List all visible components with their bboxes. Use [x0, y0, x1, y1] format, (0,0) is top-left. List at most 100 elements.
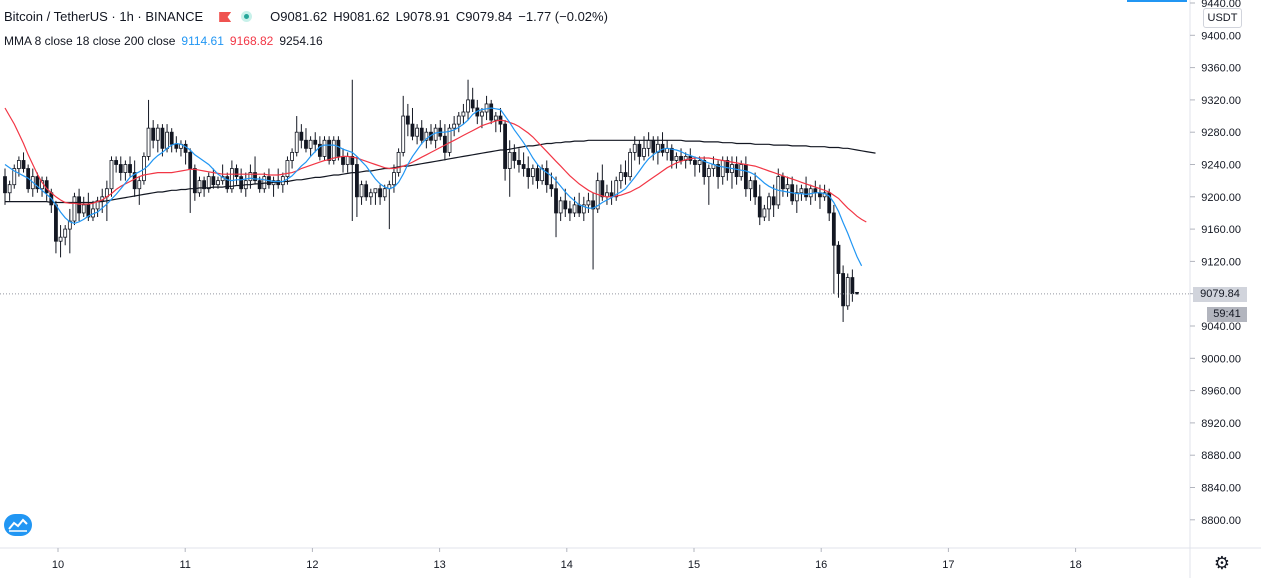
candle-up — [614, 180, 619, 198]
candle-up — [456, 115, 461, 125]
time-tick-label: 15 — [688, 559, 700, 571]
symbol-legend: Bitcoin / TetherUS · 1h · BINANCE O9081.6… — [4, 9, 614, 24]
candle-down — [253, 172, 257, 182]
candle-down — [841, 273, 846, 307]
candle-down — [419, 127, 424, 141]
candle-down — [660, 143, 665, 153]
candle-down — [716, 164, 720, 178]
candle-down — [702, 160, 707, 178]
candle-down — [188, 151, 193, 169]
indicator-legend: MMA 8 close 18 close 200 close 9114.61 916… — [4, 34, 323, 48]
candle-up — [322, 139, 327, 157]
candle-down — [651, 139, 656, 153]
candle-up — [572, 204, 577, 214]
candle-up — [206, 176, 211, 190]
candle-down — [554, 188, 558, 214]
candle-up — [401, 115, 406, 153]
flag-icon[interactable] — [219, 12, 232, 22]
currency-label[interactable]: USDT — [1203, 8, 1242, 28]
ohlc-values: O9081.62 H9081.62 L9078.91 C9079.84 −1.77 (−… — [270, 9, 614, 24]
price-tick-label: 9200.00 — [1201, 192, 1241, 204]
candle-down — [132, 172, 137, 190]
candle-down — [355, 164, 359, 198]
candle-down — [470, 99, 475, 109]
candle-up — [748, 180, 753, 190]
ma8-value: 9114.61 — [181, 34, 224, 48]
time-tick-label: 12 — [306, 559, 318, 571]
candle-up — [308, 139, 313, 149]
candle-down — [86, 204, 91, 218]
candle-up — [368, 192, 373, 198]
candle-down — [549, 184, 554, 190]
ma8-line — [4, 107, 863, 267]
candle-down — [535, 168, 540, 182]
change-value: −1.77 (−0.02%) — [518, 9, 608, 24]
ma200-line — [5, 139, 876, 204]
candle-up — [345, 156, 350, 165]
candle-down — [350, 156, 355, 165]
close-value: C9079.84 — [455, 9, 513, 24]
symbol-title[interactable]: Bitcoin / TetherUS · 1h · BINANCE — [4, 9, 204, 24]
candle-up — [447, 127, 452, 153]
price-tick-label: 9280.00 — [1201, 127, 1241, 139]
candle-up — [558, 200, 563, 214]
candle-up — [216, 180, 220, 186]
candle-down — [544, 168, 549, 186]
candle-up — [58, 236, 63, 242]
candle-up — [72, 196, 77, 222]
candle-down — [169, 131, 174, 145]
candle-up — [618, 172, 623, 182]
candle-down — [489, 103, 494, 121]
candle-down — [836, 244, 841, 274]
time-tick-label: 11 — [179, 559, 190, 571]
candle-up — [197, 180, 202, 194]
candle-down — [563, 200, 568, 210]
candle-down — [804, 188, 808, 198]
candle-up — [294, 131, 299, 153]
time-tick-label: 18 — [1069, 559, 1081, 571]
candle-down — [364, 184, 369, 198]
candle-up — [67, 220, 72, 230]
price-tick-label: 9240.00 — [1201, 160, 1241, 172]
candle-up — [706, 168, 711, 178]
candle-down — [304, 139, 308, 149]
candle-up — [530, 168, 535, 178]
candle-down — [114, 160, 119, 165]
candle-up — [845, 277, 850, 307]
candle-down — [336, 139, 341, 157]
candle-down — [327, 139, 332, 161]
indicator-label[interactable]: MMA 8 close 18 close 200 close — [4, 34, 176, 48]
candle-down — [378, 188, 382, 198]
candle-up — [767, 196, 771, 210]
price-tick-label: 9120.00 — [1201, 256, 1241, 268]
candle-up — [424, 131, 429, 141]
candle-down — [410, 123, 415, 137]
tradingview-logo-icon[interactable] — [4, 514, 32, 536]
candle-up — [155, 127, 160, 141]
candle-up — [146, 127, 151, 157]
candle-up — [794, 192, 799, 202]
time-tick-label: 17 — [942, 559, 954, 571]
candle-down — [174, 143, 179, 149]
candle-down — [771, 196, 776, 206]
candle-up — [12, 168, 17, 186]
candle-down — [118, 164, 123, 173]
candle-up — [248, 172, 253, 182]
candle-down — [693, 160, 697, 165]
candle-down — [623, 172, 628, 178]
gear-icon[interactable]: ⚙ — [1213, 553, 1231, 573]
candle-down — [211, 176, 216, 186]
candle-up — [785, 184, 790, 190]
candle-up — [396, 151, 401, 173]
price-tick-label: 9320.00 — [1201, 95, 1241, 107]
candle-down — [54, 204, 58, 242]
candle-down — [637, 143, 642, 157]
candle-down — [517, 160, 521, 165]
time-tick-label: 10 — [52, 559, 64, 571]
candle-down — [831, 212, 836, 246]
price-tick-label: 8800.00 — [1201, 515, 1241, 527]
price-tick-label: 8840.00 — [1201, 483, 1241, 495]
candle-up — [683, 156, 688, 161]
candle-up — [808, 188, 813, 198]
